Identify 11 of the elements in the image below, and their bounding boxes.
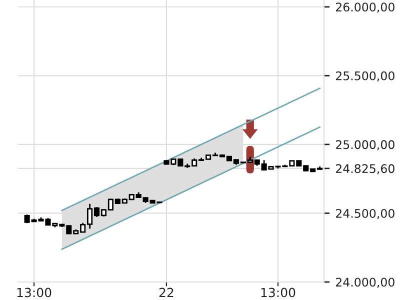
y-tick-label: 25.500,00 <box>336 71 394 82</box>
y-tick-label: 24.825,60 <box>336 164 394 174</box>
x-tick-label: 13:00 <box>261 288 296 298</box>
y-tick-label: 24.000,00 <box>336 278 394 288</box>
line-series <box>61 126 321 250</box>
x-tick-label: 13:00 <box>17 288 52 298</box>
y-tick-label: 26.000,00 <box>336 2 394 13</box>
y-tick-label: 25.000,00 <box>336 140 394 150</box>
y-tick-label: 24.500,00 <box>336 208 394 220</box>
x-tick-label: 22 <box>159 288 174 298</box>
line-series <box>61 88 321 212</box>
